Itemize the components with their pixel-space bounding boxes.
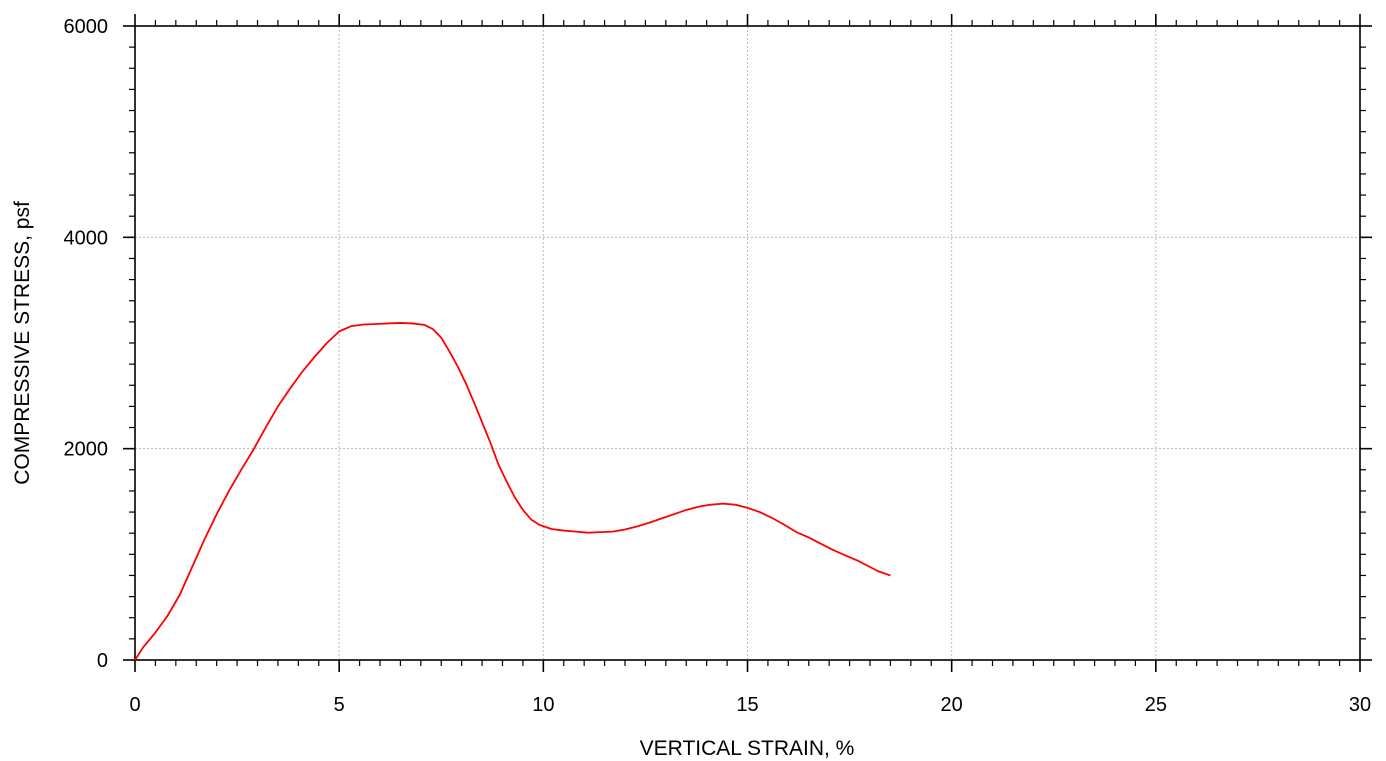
y-tick-label: 6000 [64,16,109,38]
plot-frame [134,25,1361,661]
major-ticks [123,14,1372,672]
stress-strain-line [134,322,891,661]
x-tick-label: 0 [129,694,140,716]
y-tick-labels: 0 2000 4000 6000 [64,16,109,672]
x-tick-label: 15 [736,694,758,716]
x-tick-label: 25 [1145,694,1167,716]
y-tick-label: 2000 [64,439,109,461]
minor-ticks [129,20,1366,666]
x-tick-label: 20 [941,694,963,716]
x-tick-label: 30 [1349,694,1371,716]
x-tick-label: 5 [334,694,345,716]
y-tick-label: 0 [97,650,108,672]
x-tick-label: 10 [532,694,554,716]
x-tick-labels: 0 5 10 15 20 25 30 [129,694,1371,716]
grid-lines [135,26,1360,660]
y-tick-label: 4000 [64,227,109,249]
y-axis-label: COMPRESSIVE STRESS, psf [11,201,34,485]
x-axis-label: VERTICAL STRAIN, % [640,737,855,760]
